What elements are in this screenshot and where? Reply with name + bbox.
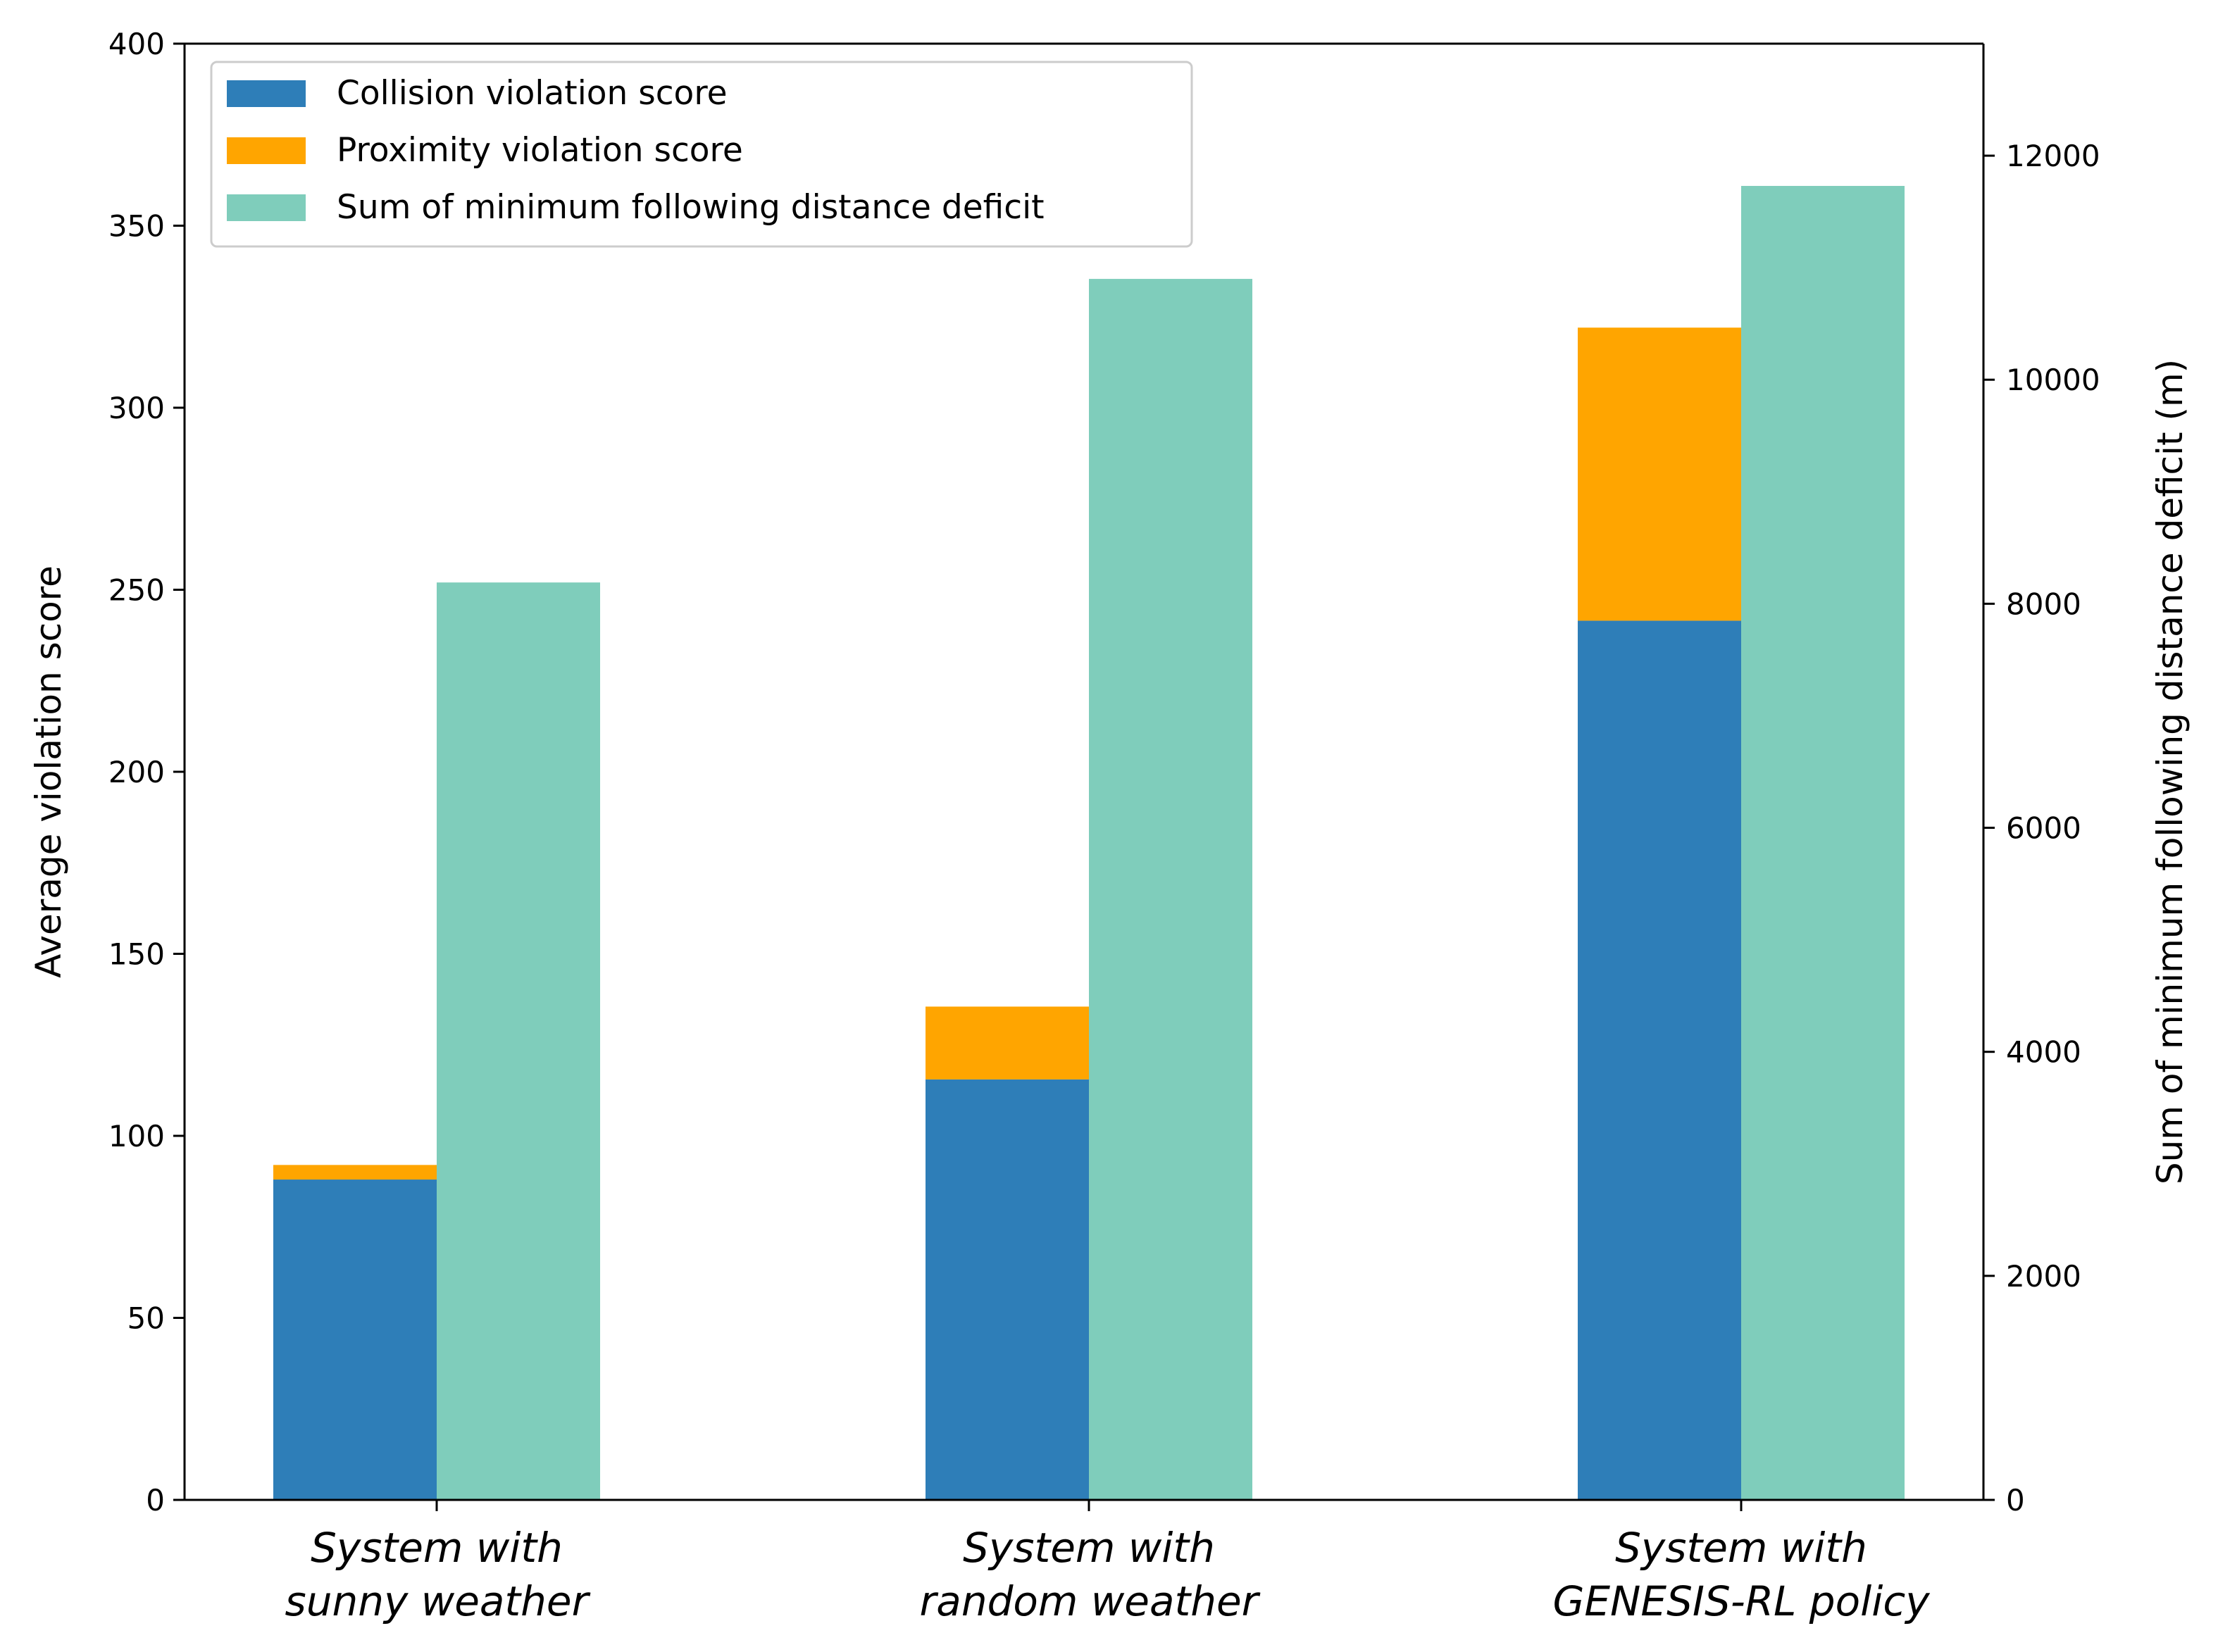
x-tick-label: System with random weather (919, 1524, 1260, 1625)
x-tick-label: System with sunny weather (285, 1524, 591, 1625)
legend-swatch (227, 80, 306, 107)
bar-deficit-2 (1089, 279, 1252, 1500)
y-tick-label: 200 (108, 755, 165, 789)
y2-tick-label: 0 (2006, 1483, 2025, 1518)
y2-tick-label: 8000 (2006, 587, 2081, 621)
bar-collision-3 (1578, 620, 1741, 1500)
y-tick-label: 0 (146, 1483, 165, 1518)
x-tick-label-line: System with (1615, 1524, 1867, 1572)
x-tick-label-line: sunny weather (285, 1577, 591, 1625)
x-tick-label-line: System with (311, 1524, 563, 1572)
y-axis-label: Average violation score (28, 565, 69, 978)
x-tick-label-line: System with (963, 1524, 1215, 1572)
y2-tick-label: 12000 (2006, 139, 2100, 173)
legend-label: Proximity violation score (337, 131, 743, 170)
bar-proximity-3 (1578, 327, 1741, 621)
bar-proximity-2 (926, 1006, 1089, 1080)
bar-collision-2 (926, 1079, 1089, 1500)
legend-label: Sum of minimum following distance defici… (337, 188, 1045, 227)
y-tick-label: 400 (108, 27, 165, 61)
y2-tick-label: 6000 (2006, 811, 2081, 846)
bar-deficit-1 (437, 582, 600, 1501)
x-tick-label-line: GENESIS-RL policy (1552, 1577, 1930, 1625)
bar-proximity-1 (273, 1165, 437, 1180)
y-tick-label: 350 (108, 209, 165, 244)
y2-axis-label: Sum of minimum following distance defici… (2150, 359, 2191, 1184)
legend-swatch (227, 137, 306, 164)
y2-tick-label: 4000 (2006, 1035, 2081, 1070)
x-tick-label: System with GENESIS-RL policy (1552, 1524, 1930, 1625)
bar-collision-1 (273, 1179, 437, 1500)
y-tick-label: 150 (108, 937, 165, 972)
bar-deficit-3 (1741, 186, 1905, 1500)
y2-tick-label: 2000 (2006, 1259, 2081, 1294)
x-tick-label-line: random weather (919, 1577, 1260, 1625)
legend-label: Collision violation score (337, 74, 728, 113)
legend-box (210, 61, 1193, 248)
y-tick-label: 100 (108, 1119, 165, 1153)
legend-swatch (227, 194, 306, 221)
y-tick-label: 50 (127, 1301, 165, 1336)
y-tick-label: 250 (108, 573, 165, 608)
y-tick-label: 300 (108, 391, 165, 425)
y2-tick-label: 10000 (2006, 363, 2100, 397)
